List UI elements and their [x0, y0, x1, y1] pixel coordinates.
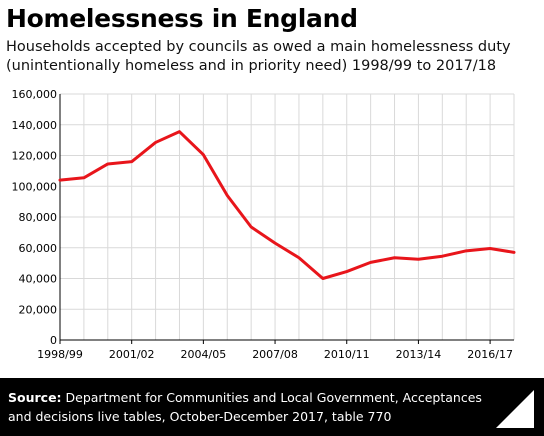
axis-layer: [59, 94, 514, 344]
x-tick-label: 2013/14: [396, 348, 442, 361]
source-label: Source:: [8, 390, 62, 405]
x-tick-labels: 1998/99 2001/02 2004/05 2007/08 2010/11 2013/…: [37, 348, 513, 361]
source-note: Source: Department for Communities and L…: [8, 388, 488, 426]
line-chart: 0 20,000 40,000 60,000 80,000 100,000 120,000 1…: [12, 88, 516, 361]
y-tick-label: 20,000: [19, 303, 58, 316]
y-tick-label: 40,000: [19, 273, 58, 286]
x-tick-label: 2004/05: [181, 348, 227, 361]
source-text: Department for Communities and Local Gov…: [8, 390, 482, 424]
x-tick-label: 1998/99: [37, 348, 83, 361]
x-tick-label: 2016/17: [467, 348, 513, 361]
chart-title: Homelessness in England: [6, 4, 358, 33]
x-tick-label: 2001/02: [109, 348, 155, 361]
source-footer: Source: Department for Communities and L…: [0, 378, 544, 436]
y-tick-label: 160,000: [12, 88, 58, 101]
x-tick-label: 2010/11: [324, 348, 370, 361]
y-tick-label: 80,000: [19, 211, 58, 224]
y-tick-label: 60,000: [19, 242, 58, 255]
y-tick-label: 0: [50, 334, 57, 347]
y-tick-labels: 0 20,000 40,000 60,000 80,000 100,000 120,000 1…: [12, 88, 58, 347]
y-tick-label: 120,000: [12, 150, 58, 163]
series-layer: [58, 130, 516, 280]
grid-layer: [60, 93, 515, 340]
chart-subtitle: Households accepted by councils as owed …: [6, 39, 511, 74]
full-fact-logo: [496, 390, 534, 428]
x-tick-label: 2007/08: [252, 348, 298, 361]
y-tick-label: 100,000: [12, 180, 58, 193]
homelessness-series-line: [58, 130, 516, 280]
y-tick-label: 140,000: [12, 119, 58, 132]
